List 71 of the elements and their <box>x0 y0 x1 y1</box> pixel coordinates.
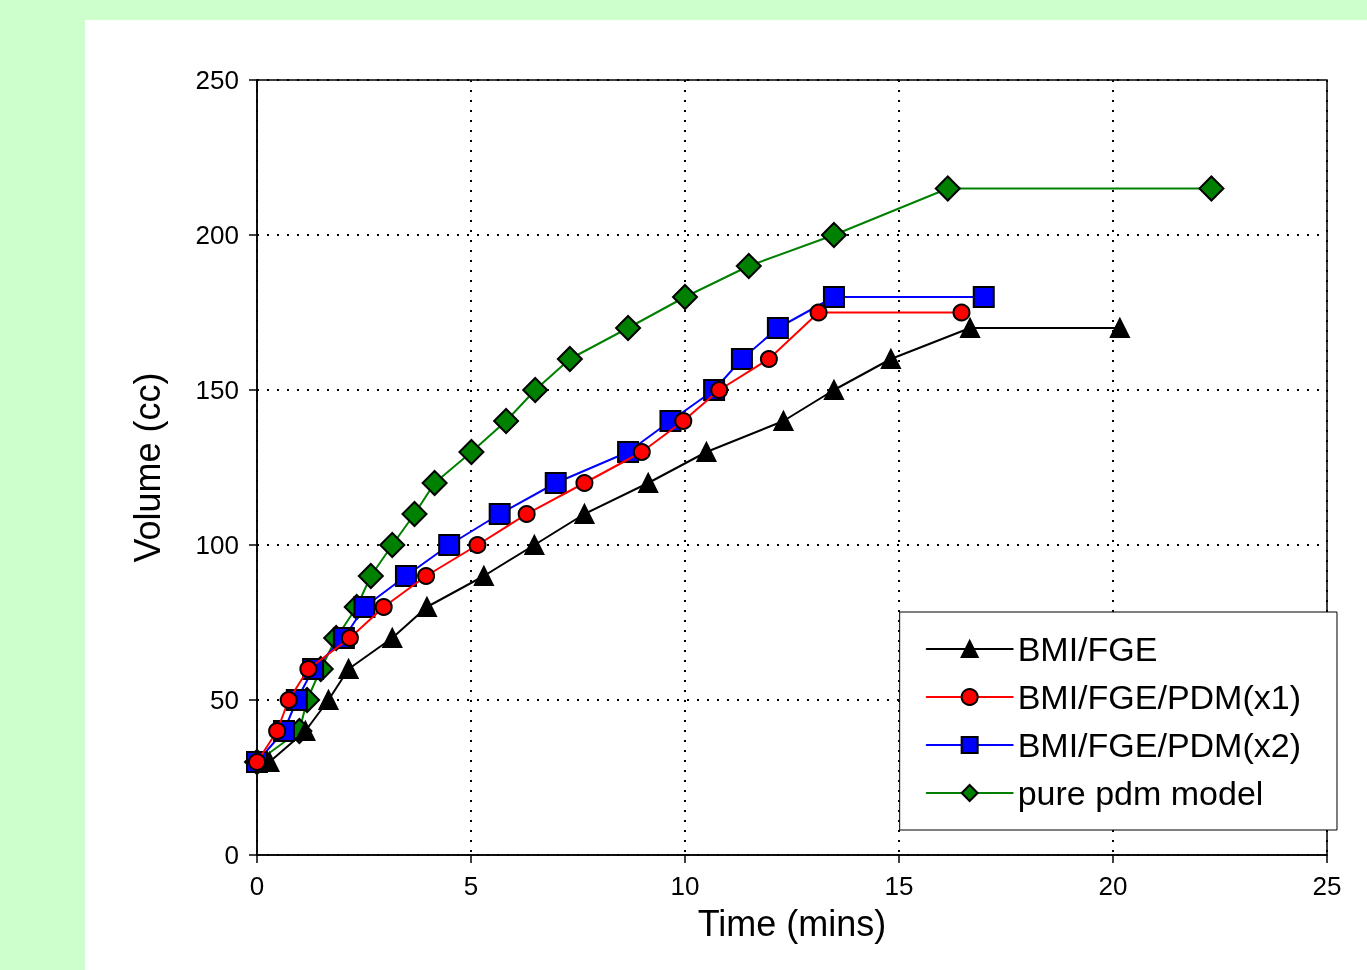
point <box>880 349 901 369</box>
point <box>759 350 778 368</box>
y-axis-title: Volume (cc) <box>126 372 168 563</box>
point <box>575 474 594 492</box>
point <box>766 317 789 339</box>
point <box>416 597 437 617</box>
point <box>394 565 417 587</box>
point <box>823 380 844 400</box>
point <box>421 470 448 496</box>
point <box>493 408 520 434</box>
y-tick-label: 150 <box>195 375 239 405</box>
point <box>374 598 393 616</box>
point <box>544 472 567 494</box>
point <box>295 721 316 741</box>
point <box>353 596 376 618</box>
point <box>735 253 762 279</box>
point <box>401 501 428 527</box>
point <box>473 566 494 586</box>
point <box>279 691 298 709</box>
point <box>934 175 961 202</box>
point <box>972 286 995 308</box>
y-tick-label: 0 <box>224 840 239 870</box>
point <box>556 346 583 372</box>
point <box>960 318 981 338</box>
point <box>268 722 287 740</box>
legend-label: pure pdm model <box>1017 774 1264 812</box>
x-tick-label: 10 <box>670 871 700 901</box>
y-tick-label: 100 <box>195 530 239 560</box>
point <box>696 442 717 462</box>
x-tick-label: 20 <box>1098 871 1128 901</box>
point <box>672 284 698 310</box>
point <box>952 303 971 322</box>
point <box>615 315 642 341</box>
point <box>773 411 794 431</box>
point <box>517 505 536 523</box>
point <box>522 377 549 403</box>
y-tick-label: 250 <box>195 65 239 95</box>
point <box>468 536 487 554</box>
point <box>488 503 511 525</box>
point <box>357 563 384 589</box>
point <box>417 567 436 585</box>
point <box>382 628 403 648</box>
point <box>458 439 485 465</box>
point <box>338 659 359 679</box>
point <box>1198 175 1225 202</box>
y-tick-label: 50 <box>210 685 239 715</box>
point <box>340 629 359 647</box>
point <box>674 412 693 430</box>
legend-label: BMI/FGE/PDM(x1) <box>1017 678 1301 716</box>
point <box>820 222 847 248</box>
x-tick-label: 0 <box>249 871 265 901</box>
point <box>438 534 461 556</box>
point <box>822 286 845 308</box>
point <box>318 690 339 710</box>
y-tick-label: 200 <box>195 220 239 250</box>
legend-label: BMI/FGE <box>1017 630 1158 668</box>
point <box>632 443 651 461</box>
x-tick-label: 5 <box>463 871 479 901</box>
point <box>638 473 659 493</box>
legend-label: BMI/FGE/PDM(x2) <box>1017 726 1301 764</box>
point <box>379 532 406 558</box>
x-axis-title: Time (mins) <box>697 902 887 944</box>
point <box>710 381 729 399</box>
point <box>1109 318 1130 338</box>
point <box>299 660 318 678</box>
point <box>809 303 828 322</box>
point <box>574 504 595 524</box>
x-tick-label: 25 <box>1312 871 1342 901</box>
point <box>524 535 545 555</box>
point <box>730 348 753 370</box>
x-tick-label: 15 <box>884 871 914 901</box>
